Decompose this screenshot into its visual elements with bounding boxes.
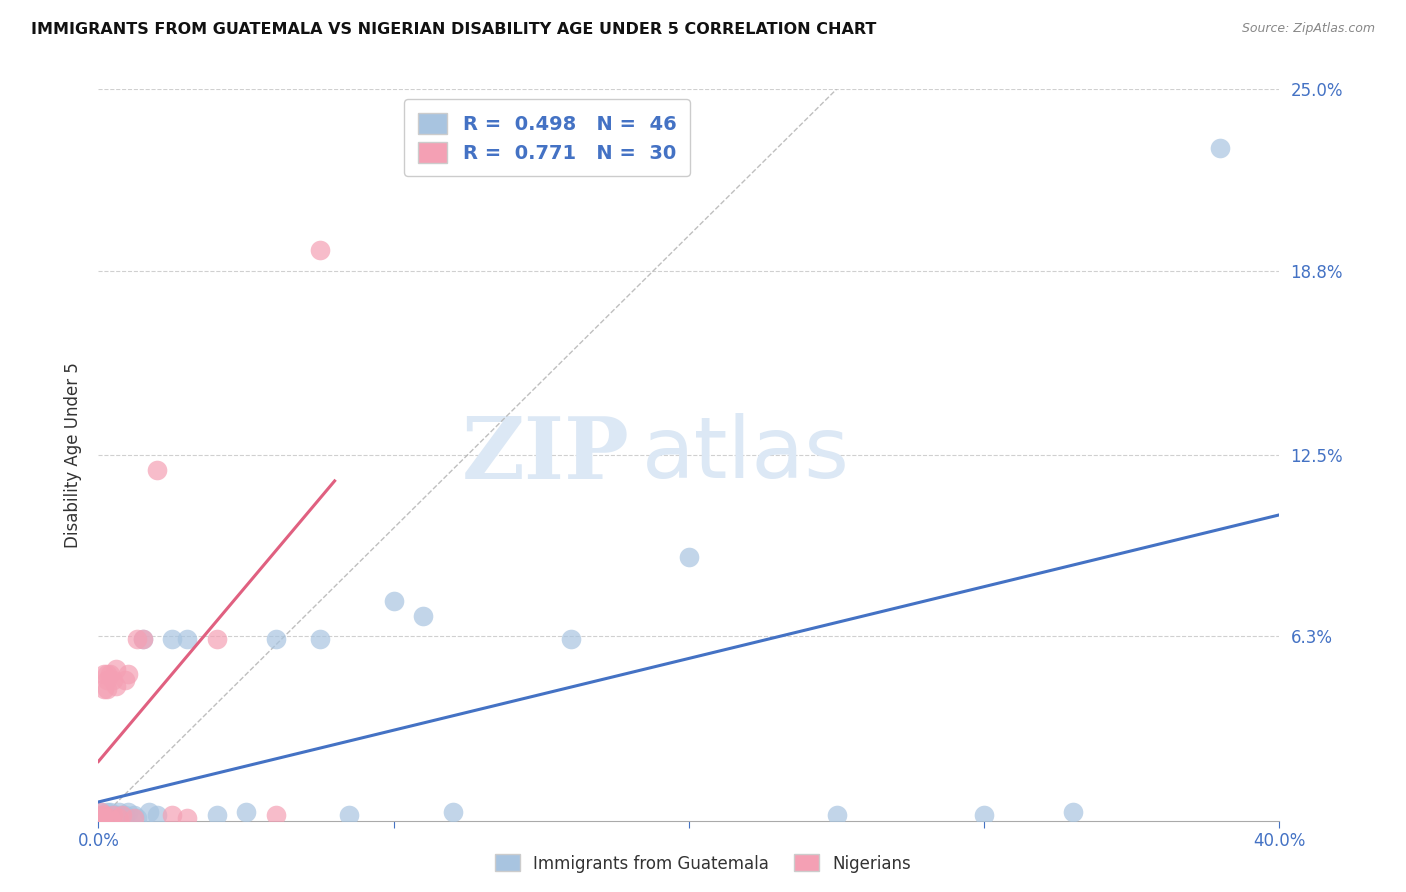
Point [117, 805, 139, 819]
Point [108, 807, 131, 822]
Point [103, 811, 125, 825]
Point [98, 811, 121, 825]
Point [96, 811, 118, 825]
Point [162, 807, 183, 822]
Point [98, 811, 121, 825]
Point [205, 632, 228, 647]
Point [264, 807, 287, 822]
Point [309, 243, 332, 257]
Point [93, 807, 115, 822]
Point [93, 811, 115, 825]
Point [90, 811, 112, 825]
Point [105, 679, 128, 693]
Point [114, 807, 136, 822]
Point [111, 807, 134, 822]
Point [162, 632, 183, 647]
Point [96, 805, 118, 819]
Point [132, 632, 155, 647]
Point [90, 811, 112, 825]
Point [125, 632, 148, 647]
Point [90, 805, 112, 819]
Point [96, 811, 118, 825]
Point [98, 805, 121, 819]
Point [117, 667, 139, 681]
Point [146, 807, 169, 822]
Text: Source: ZipAtlas.com: Source: ZipAtlas.com [1241, 22, 1375, 36]
Point [105, 807, 128, 822]
Point [103, 807, 125, 822]
Point [412, 608, 434, 623]
Point [176, 632, 198, 647]
Point [560, 632, 582, 647]
Point [825, 807, 848, 822]
Point [96, 673, 118, 688]
Point [138, 805, 160, 819]
Legend: Immigrants from Guatemala, Nigerians: Immigrants from Guatemala, Nigerians [488, 847, 918, 880]
Point [1062, 805, 1084, 819]
Point [105, 661, 128, 675]
Point [973, 807, 995, 822]
Point [111, 811, 134, 825]
Point [122, 811, 145, 825]
Point [235, 805, 257, 819]
Point [98, 667, 121, 681]
Point [264, 632, 287, 647]
Point [108, 805, 131, 819]
Point [93, 807, 115, 822]
Point [108, 811, 131, 825]
Legend: R =  0.498   N =  46, R =  0.771   N =  30: R = 0.498 N = 46, R = 0.771 N = 30 [405, 99, 690, 177]
Point [309, 632, 332, 647]
Point [114, 673, 136, 688]
Point [103, 811, 125, 825]
Point [103, 673, 125, 688]
Text: ZIP: ZIP [463, 413, 630, 497]
Point [93, 667, 115, 681]
Point [103, 807, 125, 822]
Text: IMMIGRANTS FROM GUATEMALA VS NIGERIAN DISABILITY AGE UNDER 5 CORRELATION CHART: IMMIGRANTS FROM GUATEMALA VS NIGERIAN DI… [31, 22, 876, 37]
Point [93, 681, 115, 696]
Y-axis label: Disability Age Under 5: Disability Age Under 5 [63, 362, 82, 548]
Point [98, 807, 121, 822]
Point [90, 811, 112, 825]
Point [176, 811, 198, 825]
Point [146, 462, 169, 476]
Point [1209, 141, 1232, 155]
Point [205, 807, 228, 822]
Point [96, 807, 118, 822]
Point [382, 594, 405, 608]
Point [90, 805, 112, 819]
Point [96, 667, 118, 681]
Point [125, 811, 148, 825]
Point [678, 550, 700, 565]
Point [339, 807, 361, 822]
Point [90, 807, 112, 822]
Point [96, 681, 118, 696]
Point [90, 811, 112, 825]
Point [105, 811, 128, 825]
Point [93, 811, 115, 825]
Text: atlas: atlas [641, 413, 849, 497]
Point [93, 807, 115, 822]
Point [132, 632, 155, 647]
Point [441, 805, 464, 819]
Point [90, 811, 112, 825]
Point [90, 807, 112, 822]
Point [122, 807, 145, 822]
